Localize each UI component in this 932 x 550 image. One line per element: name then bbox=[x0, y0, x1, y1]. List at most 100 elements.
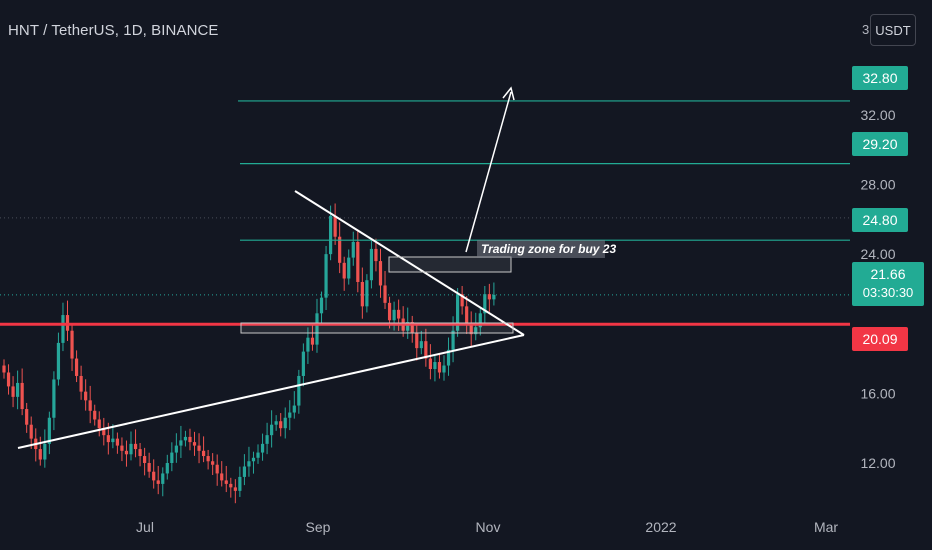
annotation-text: Trading zone for buy 23 bbox=[481, 242, 616, 256]
candle-body bbox=[52, 379, 56, 418]
candle-body bbox=[383, 285, 387, 303]
candle-body bbox=[442, 365, 446, 373]
candle-body bbox=[433, 362, 437, 370]
candle-body bbox=[456, 294, 460, 331]
candle-body bbox=[478, 313, 482, 328]
bar-countdown: 03:30:30 bbox=[862, 285, 914, 300]
candle-body bbox=[93, 410, 97, 420]
candle-body bbox=[20, 382, 24, 410]
candle-body bbox=[74, 358, 79, 376]
candle-body bbox=[365, 280, 369, 307]
candle-body bbox=[106, 435, 110, 443]
candle-body bbox=[251, 457, 256, 462]
price-tag-24-80: 24.80 bbox=[852, 208, 908, 232]
candle-body bbox=[43, 443, 47, 460]
horizontal-levels bbox=[0, 100, 850, 326]
gridlines bbox=[0, 217, 850, 296]
price-tag-20-09: 20.09 bbox=[852, 327, 908, 351]
candle-body bbox=[342, 262, 346, 279]
candle-body bbox=[79, 375, 83, 392]
candle-body bbox=[283, 417, 287, 429]
candle-body bbox=[6, 372, 11, 387]
candle-body bbox=[270, 424, 274, 436]
target-arrow-head bbox=[502, 86, 515, 101]
candle-body bbox=[333, 215, 337, 237]
candle-body bbox=[392, 309, 396, 321]
candle-body bbox=[188, 436, 192, 443]
candle-body bbox=[410, 322, 414, 333]
candle-body bbox=[347, 257, 351, 279]
candle-body bbox=[297, 375, 301, 406]
candle-body bbox=[483, 294, 487, 314]
candle-body bbox=[97, 419, 101, 429]
annotation-bg bbox=[477, 240, 605, 258]
candle-body bbox=[29, 424, 33, 439]
candle-body bbox=[152, 471, 156, 481]
candle-body bbox=[229, 483, 233, 488]
candle-body bbox=[211, 461, 215, 465]
candle-body bbox=[120, 445, 124, 451]
candle-body bbox=[279, 421, 283, 429]
candle-body bbox=[124, 450, 129, 455]
candle-body bbox=[174, 445, 178, 453]
candle-body bbox=[147, 463, 151, 472]
target-arrow-line bbox=[465, 91, 512, 253]
candle-body bbox=[424, 341, 428, 359]
candle-body bbox=[256, 452, 260, 458]
candle-body bbox=[47, 417, 51, 444]
candle-body bbox=[88, 400, 92, 411]
candle-body bbox=[415, 332, 419, 349]
price-tag-32-80: 32.80 bbox=[852, 66, 908, 90]
x-tick-label: 2022 bbox=[645, 519, 676, 535]
candle-body bbox=[156, 480, 160, 484]
candle-body bbox=[451, 330, 455, 350]
candle-body bbox=[374, 248, 378, 262]
candle-body bbox=[351, 241, 355, 258]
x-tick-label: Mar bbox=[814, 519, 838, 535]
candle-body bbox=[238, 476, 242, 491]
candle-body bbox=[61, 315, 65, 343]
y-tick-label: 16.00 bbox=[860, 385, 895, 401]
candle-body bbox=[265, 435, 269, 444]
candle-body bbox=[192, 442, 197, 446]
candle-body bbox=[306, 337, 310, 352]
trading-zone-rect bbox=[388, 256, 512, 273]
candle-body bbox=[474, 327, 478, 335]
ascending-trendline bbox=[17, 334, 525, 449]
candle-body bbox=[102, 428, 106, 436]
y-tick-label: 28.00 bbox=[860, 177, 895, 193]
candle-body bbox=[233, 487, 237, 491]
candle-body bbox=[206, 456, 210, 462]
current-price-tag: 21.66 03:30:30 bbox=[852, 262, 924, 306]
candle-body bbox=[111, 438, 115, 443]
candle-body bbox=[161, 473, 165, 484]
support-zone-rect bbox=[240, 322, 514, 334]
chart-title: HNT / TetherUS, 1D, BINANCE bbox=[8, 22, 219, 39]
descending-trendline bbox=[294, 190, 525, 336]
candle-body bbox=[469, 323, 473, 335]
candle-body bbox=[215, 464, 219, 474]
candle-body bbox=[324, 254, 328, 298]
candle-body bbox=[260, 443, 265, 453]
candle-body bbox=[115, 438, 119, 446]
candle-body bbox=[274, 421, 278, 425]
candle-body bbox=[360, 281, 364, 307]
candle-body bbox=[70, 330, 74, 359]
x-tick-label: Nov bbox=[476, 519, 501, 535]
currency-badge[interactable]: USDT bbox=[870, 14, 916, 46]
candle-body bbox=[369, 248, 374, 281]
candle-body bbox=[56, 342, 61, 380]
candle-body bbox=[247, 461, 251, 467]
candle-body bbox=[319, 297, 324, 314]
candle-body bbox=[315, 313, 319, 345]
candle-body bbox=[220, 473, 224, 481]
y-tick-label: 12.00 bbox=[860, 455, 895, 471]
candle-body bbox=[292, 405, 296, 413]
candle-body bbox=[487, 294, 491, 300]
candle-body bbox=[446, 349, 451, 366]
candle-body bbox=[179, 440, 183, 446]
y-tick-label: 32.00 bbox=[860, 107, 895, 123]
candle-body bbox=[419, 341, 423, 349]
candle-body bbox=[11, 386, 15, 397]
